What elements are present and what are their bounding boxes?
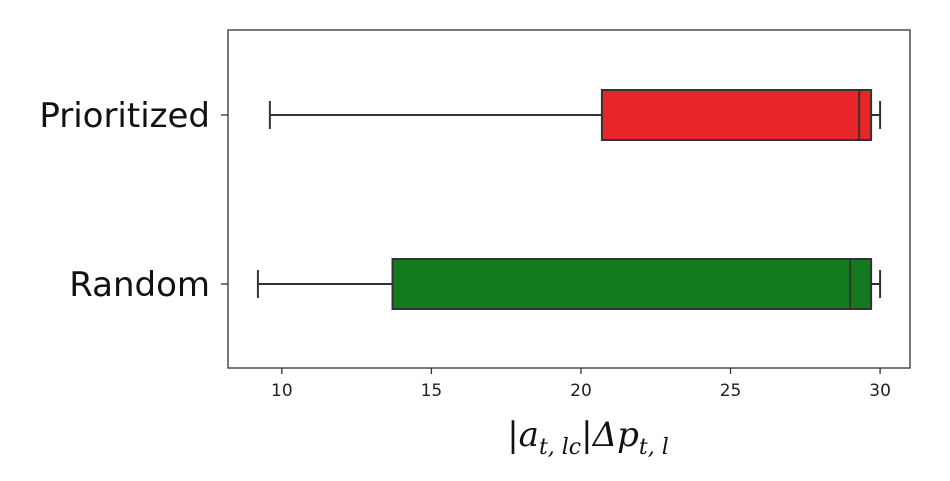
x-axis-ticks: 10 15 20 25 30 <box>271 368 891 401</box>
x-tick-label: 20 <box>570 381 592 401</box>
box-prioritized <box>268 89 882 141</box>
box-layer <box>256 89 882 310</box>
x-tick-label: 30 <box>869 381 891 401</box>
x-tick-label: 10 <box>271 381 293 401</box>
iqr-box-prioritized <box>600 89 873 141</box>
x-axis-label: |at, lc|Δpt, l <box>507 415 669 460</box>
x-tick-label: 15 <box>421 381 443 401</box>
iqr-box-random <box>391 258 873 310</box>
category-label-random: Random <box>69 265 210 305</box>
box-random <box>256 258 882 310</box>
plot-frame <box>227 29 911 369</box>
x-tick-label: 25 <box>720 381 742 401</box>
category-label-prioritized: Prioritized <box>39 96 210 136</box>
category-labels: Random Prioritized <box>39 96 228 305</box>
